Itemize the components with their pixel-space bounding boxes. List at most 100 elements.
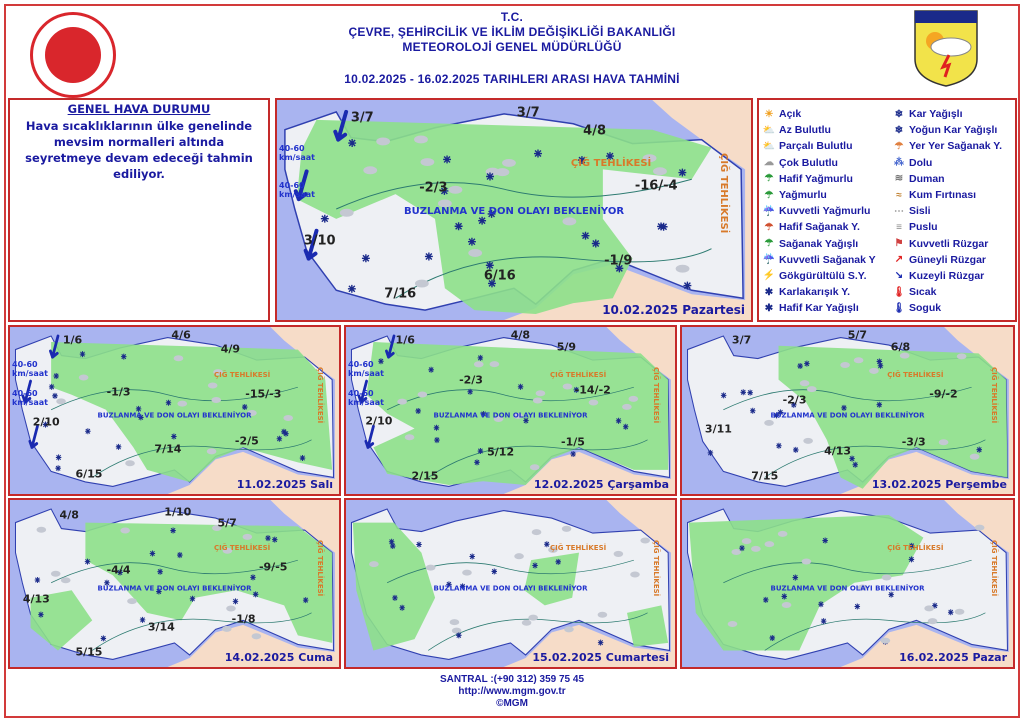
cloud-icon — [212, 524, 222, 531]
cloud-icon — [502, 158, 516, 167]
heavy-snow-icon: ❄ — [894, 124, 904, 136]
legend-item: ☔ Kuvvetli Yağmurlu — [762, 203, 892, 219]
temperature-label: 3/7 — [350, 110, 374, 126]
legend-item: 🌡 Sıcak — [892, 284, 1012, 300]
neighbor-countries — [840, 327, 1013, 494]
legend-label: Duman — [909, 172, 945, 185]
header-forecast-range: 10.02.2025 - 16.02.2025 TARIHLERI ARASI … — [344, 72, 680, 86]
cloud-icon — [956, 353, 967, 360]
legend-item: ⋯ Sisli — [892, 203, 1012, 219]
cloud-icon — [853, 357, 864, 364]
snow-icon — [459, 583, 466, 590]
snow-icon — [597, 639, 604, 646]
header: T.C. ÇEVRE, ŞEHİRCİLİK VE İKLİM DEĞİŞİKL… — [0, 0, 1024, 98]
snow-icon — [272, 536, 278, 543]
footer-url[interactable]: http://www.mgm.gov.tr — [458, 686, 566, 697]
legend-label: Karlakarışık Y. — [779, 286, 851, 299]
cloud-icon — [221, 625, 232, 632]
cloud-icon — [531, 529, 542, 536]
snow-icon — [428, 366, 434, 373]
temperature-label: 1/6 — [395, 333, 415, 347]
snow-icon — [591, 239, 600, 248]
cloud-icon — [485, 167, 500, 176]
snow-icon — [156, 588, 162, 595]
snow-icon — [100, 635, 107, 642]
cloud-icon — [127, 598, 137, 605]
cloud-icon — [869, 367, 879, 374]
cloud-icon — [857, 584, 868, 591]
snow-icon — [877, 362, 884, 369]
snow-icon — [117, 569, 123, 576]
cloud-icon — [125, 460, 135, 467]
legend-label: Sıcak — [909, 286, 937, 299]
snow-icon — [615, 417, 622, 424]
snow-icon — [793, 446, 799, 453]
temperature-label: 4/9 — [220, 342, 241, 356]
local-shower-icon: ☂ — [894, 140, 904, 152]
cloud-icon — [938, 439, 949, 446]
temperature-label: 5/15 — [75, 645, 103, 659]
legend-label: Hafif Kar Yağışlı — [779, 302, 859, 315]
cloud-icon — [448, 185, 463, 194]
snow-icon — [440, 187, 449, 195]
snow-icon — [252, 591, 259, 598]
snow-icon — [149, 550, 156, 557]
snow-icon — [361, 254, 370, 263]
snow-icon — [250, 574, 256, 581]
legend-label: Açık — [779, 108, 802, 121]
temperature-label: 7/14 — [154, 442, 182, 456]
cloud-icon — [764, 419, 774, 426]
snow-icon — [488, 279, 496, 288]
temperature-label: 5/9 — [556, 340, 577, 354]
north-wind-arrow-icon — [357, 379, 368, 404]
snow-icon — [534, 149, 542, 158]
footer-phone: SANTRAL :(+90 312) 359 75 45 — [439, 674, 585, 685]
snow-icon — [769, 634, 776, 641]
wind-speed-label: 40-60 km/saat — [12, 388, 48, 407]
snow-icon — [573, 386, 580, 393]
cloud-icon — [840, 361, 850, 368]
temperature-label: 7/15 — [751, 469, 779, 483]
map-background — [10, 327, 339, 494]
cloud-icon — [339, 208, 354, 217]
snow-icon — [347, 284, 356, 293]
snow-icon — [138, 414, 144, 421]
map-background — [10, 500, 339, 667]
south-wind-arrow-icon: ↗ — [894, 254, 904, 266]
avalanche-warning-label: ÇIĞ TEHLİKESİ — [549, 544, 607, 553]
legend-item: ↘ Kuzeyli Rüzgar — [892, 268, 1012, 284]
cloud-icon — [675, 264, 690, 273]
cloud-icon — [514, 553, 524, 560]
cloud-icon — [376, 137, 391, 146]
legend-box: ☀ Açık ❄ Kar Yağışlı ⛅ Az Bulutlu ❄ Yoğun Kar Y… — [757, 98, 1017, 322]
cloud-icon — [799, 380, 810, 387]
snow-icon — [477, 448, 484, 455]
north-wind-arrow-icon — [333, 109, 349, 142]
snow-icon — [478, 216, 487, 225]
snow-icon — [791, 401, 797, 408]
snow-icon — [242, 404, 248, 411]
smoke-icon: ≋ — [894, 173, 904, 185]
north-wind-arrow-icon — [21, 379, 32, 404]
footer: SANTRAL :(+90 312) 359 75 45 http://www.… — [0, 674, 1024, 710]
cloud-icon — [880, 637, 891, 644]
avalanche-warning-label-vertical: ÇIĞ TEHLİKESİ — [315, 540, 324, 597]
cloud-icon — [173, 355, 184, 362]
avalanche-warning-label-vertical: ÇIĞ TEHLİKESİ — [989, 540, 998, 597]
temperature-label: -1/8 — [231, 612, 256, 626]
cloud-icon — [449, 619, 460, 626]
avalanche-warning-label: ÇIĞ TEHLİKESİ — [570, 158, 652, 170]
snow-icon — [415, 407, 421, 414]
icing-warning-label: BUZLANMA VE DON OLAYI BEKLENİYOR — [97, 411, 252, 419]
snow-icon — [177, 552, 183, 559]
legend-item: ☀ Açık — [762, 106, 892, 122]
cloud-icon — [653, 167, 667, 176]
cloud-icon — [211, 397, 222, 404]
heavy-rain-icon: ☔ — [762, 205, 776, 217]
legend-label: Hafif Sağanak Y. — [779, 221, 860, 234]
cloud-icon — [213, 369, 223, 376]
map-background — [682, 327, 1013, 494]
legend-label: Kuvvetli Sağanak Y — [779, 253, 876, 266]
temperature-label: -1/9 — [604, 253, 633, 269]
north-wind-arrow-icon — [385, 334, 396, 359]
